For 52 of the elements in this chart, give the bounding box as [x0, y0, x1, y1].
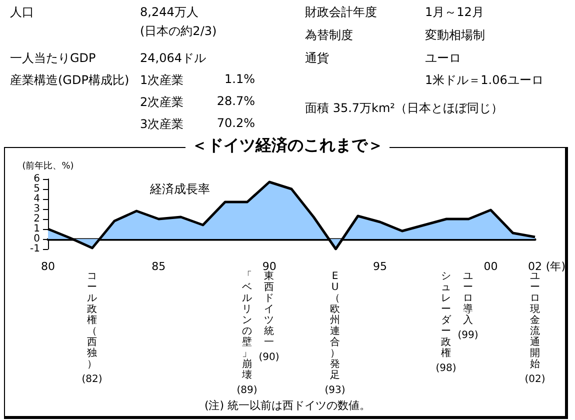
text: (90) [258, 352, 280, 363]
text: 1.1% [224, 72, 255, 86]
text: (98) [434, 363, 458, 374]
x-tick-label: 85 [152, 260, 166, 273]
x-tick-label: 95 [373, 260, 388, 273]
y-tick-label: 2 [34, 214, 40, 224]
text: ユーロ [425, 50, 461, 67]
x-tick-label: 00 [484, 260, 498, 273]
y-tick-label: 4 [34, 194, 40, 204]
y-tick-label: 0 [34, 234, 40, 244]
text: ユーロ導入 [462, 271, 474, 326]
series-label: 経済成長率 [149, 182, 210, 196]
text: 財政会計年度 [305, 4, 377, 21]
text: 「ベルリンの壁」崩壊 [242, 271, 252, 381]
text: 8,244万人 [140, 4, 198, 21]
text: 1米ドル＝1.06ユーロ [425, 72, 544, 89]
text: (注) 統一以前は西ドイツの数値。 [203, 398, 372, 413]
text: 為替制度 [305, 27, 353, 44]
y-axis-title: (前年比、%) [22, 160, 74, 172]
text: 2次産業 [140, 94, 184, 111]
text: (日本の約2/3) [140, 23, 217, 40]
x-tick-label: 80 [41, 260, 55, 273]
text: 面積 35.7万km²（日本とほぼ同じ） [305, 100, 503, 117]
chart-title: ＜ドイツ経済のこれまで＞ [192, 136, 384, 154]
text: 70.2% [216, 116, 255, 130]
text: EU（欧州連合）発足 [330, 271, 340, 381]
text: 変動相場制 [425, 27, 485, 44]
text: 人口 [10, 4, 34, 21]
text: 一人当たりGDP [10, 50, 96, 67]
text: (93) [324, 385, 346, 396]
y-tick-label: 3 [34, 204, 40, 214]
text: (02) [524, 374, 546, 385]
text: 1月～12月 [425, 4, 484, 21]
text: コール政権（西独） [87, 271, 97, 370]
text: 1次産業 [140, 72, 184, 89]
text: 産業構造(GDP構成比) [10, 72, 130, 89]
text: (82) [80, 374, 104, 385]
text: 東西ドイツ統一 [263, 271, 275, 348]
text: 3次産業 [140, 116, 184, 133]
x-tick-label: 02 [528, 260, 542, 273]
text: 24,064ドル [140, 50, 206, 67]
y-tick-label: -1 [30, 244, 40, 254]
y-tick-label: 5 [34, 184, 40, 194]
text: ユーロ現金流通開始 [530, 271, 540, 370]
text: (99) [458, 330, 478, 341]
y-tick-label: 6 [34, 174, 40, 184]
text: 28.7% [216, 94, 255, 108]
text: シュレーダー政権 [440, 271, 452, 359]
y-tick-label: 1 [34, 224, 40, 234]
x-axis-title: (年) [546, 260, 566, 273]
text: 通貨 [305, 50, 329, 67]
text: (89) [236, 385, 258, 396]
